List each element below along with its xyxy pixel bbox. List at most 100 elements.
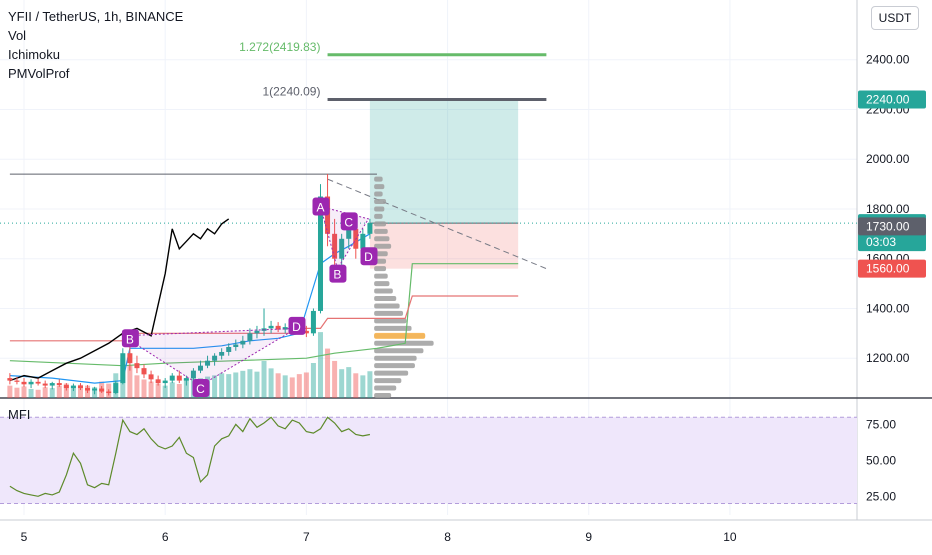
- price-badge-bg: [858, 217, 926, 236]
- volume-profile-bar: [374, 318, 407, 324]
- volume-bar: [289, 377, 295, 398]
- volume-bar: [162, 385, 168, 398]
- pattern-point-marker: [312, 197, 330, 216]
- volume-bar: [148, 381, 154, 398]
- price-badge-label: 1730.00: [866, 219, 910, 233]
- price-axis-label: 2000.00: [866, 152, 910, 166]
- price-badge-bg: [858, 90, 926, 109]
- pattern-point-marker: [288, 316, 306, 335]
- volume-profile-bar: [374, 288, 393, 294]
- candle-body: [155, 379, 161, 384]
- volume-bar: [240, 370, 246, 398]
- volume-bar: [360, 375, 366, 398]
- fib-level-label: 1(2240.09): [262, 84, 320, 98]
- mfi-line: [9, 416, 371, 497]
- candle-body: [332, 233, 338, 259]
- pattern-point-label: C: [196, 382, 205, 396]
- mfi-axis-label: 25.00: [866, 489, 896, 503]
- candle-body: [141, 368, 147, 375]
- mfi-axis-label: 50.00: [866, 453, 896, 467]
- volume-bar: [339, 369, 345, 398]
- volume-profile-bar: [374, 355, 417, 361]
- candle-body: [7, 378, 13, 381]
- volume-profile-bar: [374, 184, 385, 190]
- pattern-point-label: D: [364, 250, 373, 264]
- volume-profile-bar: [374, 221, 387, 227]
- pattern-point-marker: [360, 247, 378, 266]
- indicator-vol-label[interactable]: Vol: [8, 28, 27, 43]
- indicator-mfi-label[interactable]: MFI: [8, 407, 31, 422]
- pattern-point-marker: [121, 329, 139, 348]
- volume-bar: [77, 384, 83, 398]
- volume-bar: [21, 386, 27, 398]
- volume-bar: [141, 379, 147, 398]
- candle-body: [183, 378, 189, 381]
- volume-bar: [226, 374, 232, 398]
- candle-body: [21, 381, 27, 385]
- candle-body: [197, 365, 203, 371]
- volume-profile-bar: [374, 378, 402, 384]
- candle-body: [106, 391, 112, 394]
- volume-bar: [325, 348, 331, 398]
- fib-level-label: 1.272(2419.83): [239, 40, 320, 54]
- pattern-point-label: D: [292, 320, 301, 334]
- candle-body: [56, 383, 62, 386]
- volume-profile-bar: [374, 228, 388, 234]
- candle-body: [303, 330, 309, 334]
- candle-body: [190, 370, 196, 379]
- time-axis-label: 9: [585, 530, 592, 544]
- currency-button[interactable]: USDT: [871, 6, 919, 30]
- candle-body: [169, 375, 175, 381]
- candle-body: [317, 196, 323, 311]
- volume-profile-bar: [374, 303, 400, 309]
- volume-profile-bar: [374, 206, 385, 212]
- comparison-line: [9, 218, 230, 382]
- candle-body: [63, 385, 69, 389]
- volume-profile-bar: [374, 348, 424, 354]
- price-axis-label: 1400.00: [866, 301, 910, 315]
- position-target-zone: [369, 99, 519, 224]
- volume-profile-bar: [374, 281, 390, 287]
- indicator-pmvolprof-label[interactable]: PMVolProf: [8, 66, 70, 81]
- candle-body: [85, 388, 91, 391]
- volume-profile-bar: [374, 191, 383, 197]
- price-axis-label: 2400.00: [866, 53, 910, 67]
- candle-body: [99, 388, 105, 392]
- volume-profile-bar: [374, 213, 383, 219]
- candle-body: [42, 383, 48, 386]
- volume-bar: [317, 332, 323, 398]
- volume-bar: [63, 383, 69, 398]
- volume-profile-bar: [374, 273, 388, 279]
- chart-title: YFII / TetherUS, 1h, BINANCE: [8, 9, 184, 24]
- pattern-area: [121, 327, 297, 387]
- volume-bar: [183, 379, 189, 398]
- pattern-point-marker: [192, 379, 210, 398]
- candle-body: [70, 385, 76, 389]
- price-axis-label: 1200.00: [866, 351, 910, 365]
- indicator-ichimoku-label[interactable]: Ichimoku: [8, 47, 61, 62]
- volume-profile-bar: [374, 393, 392, 399]
- volume-bar: [303, 372, 309, 398]
- candle-body: [176, 375, 182, 381]
- candle-body: [28, 381, 34, 385]
- volume-profile-bar: [374, 176, 383, 182]
- volume-bar: [296, 374, 302, 398]
- candle-body: [35, 381, 41, 384]
- volume-bar: [28, 388, 34, 398]
- candle-body: [367, 223, 373, 234]
- candle-body: [282, 327, 288, 330]
- candle-body: [275, 325, 281, 330]
- position-stop-zone: [369, 223, 519, 269]
- price-badge-label: 03:03: [866, 235, 896, 249]
- candle-body: [162, 380, 168, 384]
- volume-bar: [310, 363, 316, 398]
- volume-bar: [254, 371, 260, 398]
- volume-bar: [233, 372, 239, 398]
- candle-body: [254, 330, 260, 334]
- pattern-point-label: C: [344, 215, 353, 229]
- volume-bar: [70, 386, 76, 398]
- candle-body: [134, 363, 140, 369]
- price-badge-label: 2240.00: [866, 93, 910, 107]
